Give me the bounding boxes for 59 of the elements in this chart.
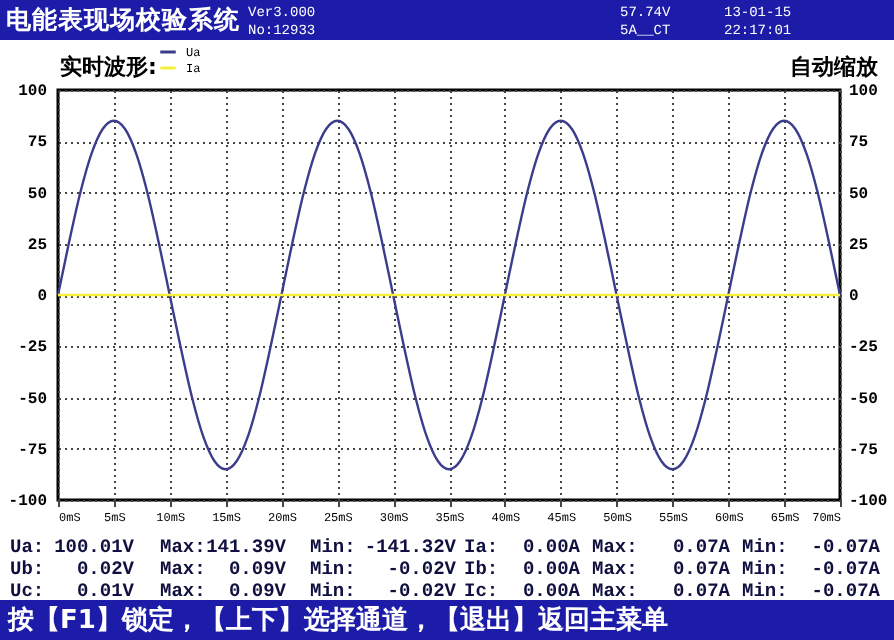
text: Max: xyxy=(160,536,206,558)
text: 0.01V xyxy=(76,580,135,602)
line-series xyxy=(56,119,842,471)
text: 0.07A xyxy=(672,536,731,558)
text: Uc: xyxy=(10,580,45,602)
chart-subtitle: 实时波形: xyxy=(60,54,157,80)
y-tick-label: 25 xyxy=(27,236,48,255)
y2-tick-label: 50 xyxy=(849,185,869,204)
text: Max: xyxy=(160,580,206,602)
y-tick-label: -50 xyxy=(18,390,48,409)
text: Min: xyxy=(742,580,788,602)
text: -141.32V xyxy=(364,536,457,558)
text: Max: xyxy=(592,536,638,558)
text: 0.09V xyxy=(228,580,287,602)
text: 100.01V xyxy=(54,536,135,558)
text: Ub: xyxy=(10,558,45,580)
text: 按【F1】锁定，【上下】选择通道，【退出】返回主菜单 xyxy=(6,604,668,636)
y2-tick-label: 75 xyxy=(849,134,869,153)
text: Ua: xyxy=(10,536,45,558)
text: 0.07A xyxy=(672,580,731,602)
text: Ia: xyxy=(464,536,499,558)
y2-tick-label: -75 xyxy=(849,441,879,460)
text: 0.00A xyxy=(522,558,581,580)
y-tick-label: 0 xyxy=(37,288,48,306)
text: 0.09V xyxy=(228,558,287,580)
text: -0.07A xyxy=(811,536,881,558)
y-tick-label: 50 xyxy=(27,185,48,204)
y2-tick-label: -25 xyxy=(849,339,879,358)
y2-tick-label: 100 xyxy=(849,83,879,101)
text: Min: xyxy=(310,536,356,558)
text: Max: xyxy=(160,558,206,580)
text: 0.02V xyxy=(76,558,135,580)
y-tick-label: -75 xyxy=(18,441,48,460)
text: Min: xyxy=(310,580,356,602)
text: 0.07A xyxy=(672,558,731,580)
text: Ic: xyxy=(464,580,499,602)
text: -0.02V xyxy=(387,580,457,602)
y2-tick-label: -100 xyxy=(849,493,888,511)
y2-tick-label: 25 xyxy=(849,236,869,255)
text: 141.39V xyxy=(206,536,287,558)
y-tick-label: 100 xyxy=(18,83,48,101)
text: -0.07A xyxy=(811,558,881,580)
y-tick-label: -25 xyxy=(18,339,48,358)
y-tick-label: -100 xyxy=(8,493,48,511)
text: Max: xyxy=(592,558,638,580)
text: Min: xyxy=(310,558,356,580)
text: Max: xyxy=(592,580,638,602)
y2-tick-label: 0 xyxy=(849,288,859,306)
text: 自动缩放 xyxy=(790,54,880,80)
text: Ib: xyxy=(464,558,499,580)
text: 0.00A xyxy=(522,580,581,602)
text: -0.07A xyxy=(811,580,881,602)
y-tick-label: 75 xyxy=(27,134,48,153)
text: 0.00A xyxy=(522,536,581,558)
text: -0.02V xyxy=(387,558,457,580)
text: Min: xyxy=(742,558,788,580)
y2-tick-label: -50 xyxy=(849,390,879,409)
text: Min: xyxy=(742,536,788,558)
chart-title: 电能表现场校验系统 xyxy=(6,4,242,34)
